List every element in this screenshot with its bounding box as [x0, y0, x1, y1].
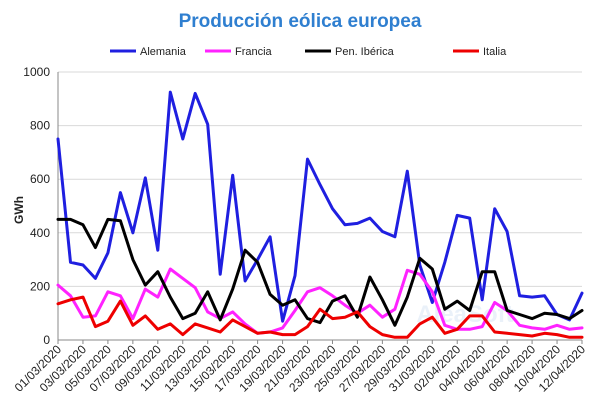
- series-lines: [56, 90, 584, 339]
- y-tick-label: 400: [30, 226, 50, 240]
- series-line-alemania: [56, 90, 584, 323]
- y-tick-label: 600: [30, 172, 50, 186]
- legend-label: Pen. Ibérica: [335, 46, 395, 58]
- y-axis-label: GWh: [12, 196, 26, 224]
- y-tick-label: 200: [30, 279, 50, 293]
- y-tick-label: 1000: [23, 65, 50, 79]
- x-axis-ticks: 01/03/202003/03/202005/03/202007/03/2020…: [12, 340, 588, 395]
- legend-label: Francia: [235, 46, 273, 58]
- legend-label: Italia: [483, 46, 507, 58]
- series-line-pen-ib-rica: [56, 217, 584, 327]
- series-line-francia: [56, 267, 584, 335]
- y-tick-label: 800: [30, 119, 50, 133]
- y-tick-label: 0: [43, 333, 50, 347]
- series-line-italia: [56, 295, 584, 339]
- chart-title: Producción eólica europea: [179, 11, 422, 32]
- legend: Alemania Francia Pen. Ibérica Italia: [110, 46, 507, 58]
- legend-label: Alemania: [140, 46, 187, 58]
- y-axis-ticks: 0 200 400 600 800 1000: [23, 65, 50, 347]
